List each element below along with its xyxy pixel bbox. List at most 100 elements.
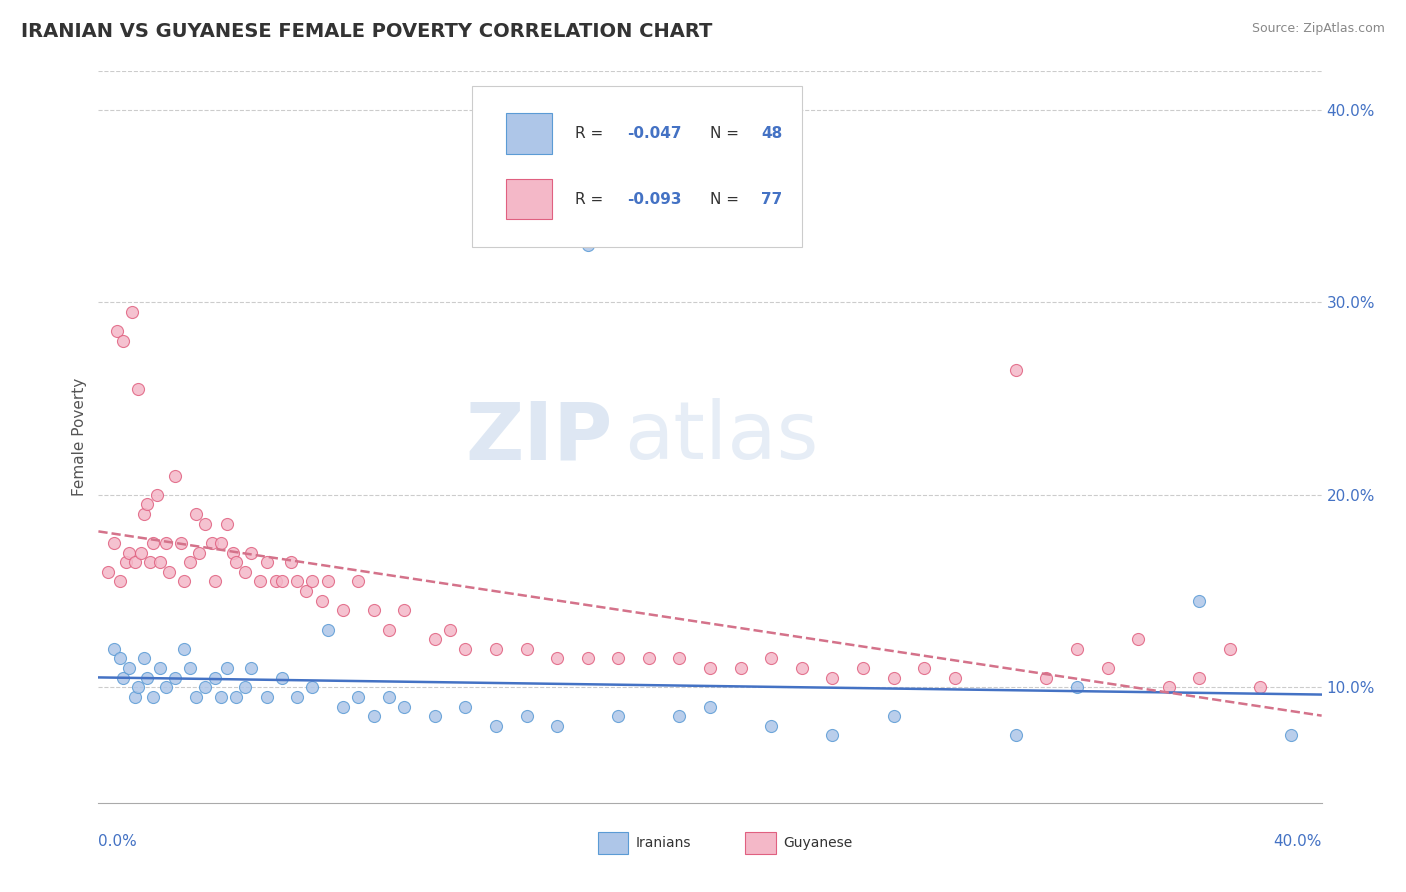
Text: 0.0%: 0.0% xyxy=(98,834,138,849)
Point xyxy=(215,661,238,675)
Point xyxy=(249,574,271,589)
Point xyxy=(149,555,172,569)
Point xyxy=(170,536,193,550)
Point xyxy=(883,671,905,685)
Text: Iranians: Iranians xyxy=(636,836,690,850)
Point xyxy=(157,565,180,579)
Point xyxy=(311,593,333,607)
Point xyxy=(1128,632,1150,647)
Point xyxy=(576,237,599,252)
Point xyxy=(1066,641,1088,656)
Text: Source: ZipAtlas.com: Source: ZipAtlas.com xyxy=(1251,22,1385,36)
Point xyxy=(155,681,177,695)
Point xyxy=(186,690,208,704)
Text: N =: N = xyxy=(710,192,744,207)
Point xyxy=(943,671,966,685)
Point xyxy=(790,661,813,675)
Point xyxy=(149,661,172,675)
FancyBboxPatch shape xyxy=(471,86,801,247)
Point xyxy=(295,584,318,599)
Point xyxy=(233,565,256,579)
Point xyxy=(118,661,141,675)
Point xyxy=(194,516,217,531)
Point xyxy=(316,574,339,589)
Text: N =: N = xyxy=(710,126,744,141)
Text: 48: 48 xyxy=(762,126,783,141)
Point xyxy=(136,671,159,685)
Point xyxy=(423,632,446,647)
Point xyxy=(301,574,323,589)
Point xyxy=(607,651,630,665)
Point xyxy=(179,661,201,675)
Text: ZIP: ZIP xyxy=(465,398,612,476)
Text: Guyanese: Guyanese xyxy=(783,836,852,850)
Text: 77: 77 xyxy=(762,192,783,207)
Point xyxy=(378,623,401,637)
Point xyxy=(209,690,232,704)
Point xyxy=(546,651,568,665)
Point xyxy=(454,641,477,656)
Point xyxy=(1004,728,1026,742)
Point xyxy=(108,574,131,589)
Point xyxy=(188,545,211,559)
Point xyxy=(285,574,308,589)
Point xyxy=(173,641,195,656)
Point xyxy=(103,536,125,550)
Point xyxy=(392,603,416,617)
Point xyxy=(1188,671,1211,685)
Point xyxy=(730,661,752,675)
Point xyxy=(215,516,238,531)
Point xyxy=(256,690,278,704)
Point xyxy=(852,661,875,675)
Point xyxy=(363,603,385,617)
Text: -0.093: -0.093 xyxy=(627,192,682,207)
Point xyxy=(179,555,201,569)
Point xyxy=(347,690,370,704)
Point xyxy=(270,574,292,589)
Point xyxy=(136,498,159,512)
Point xyxy=(1249,681,1271,695)
Point xyxy=(163,671,186,685)
Point xyxy=(392,699,416,714)
Text: R =: R = xyxy=(575,126,609,141)
Point xyxy=(155,536,177,550)
Point xyxy=(759,651,782,665)
Point xyxy=(1035,671,1057,685)
Point xyxy=(225,690,247,704)
Point xyxy=(105,324,128,338)
Point xyxy=(233,681,256,695)
Point xyxy=(1157,681,1180,695)
Point xyxy=(347,574,370,589)
Point xyxy=(139,555,162,569)
Point xyxy=(127,681,149,695)
Point xyxy=(256,555,278,569)
Point xyxy=(759,719,782,733)
Point xyxy=(332,699,354,714)
Point xyxy=(1066,681,1088,695)
Point xyxy=(129,545,152,559)
Point xyxy=(485,641,508,656)
Point xyxy=(423,709,446,723)
Text: 40.0%: 40.0% xyxy=(1274,834,1322,849)
Point xyxy=(1219,641,1241,656)
Point xyxy=(699,699,721,714)
Point xyxy=(124,690,146,704)
Point xyxy=(576,651,599,665)
FancyBboxPatch shape xyxy=(506,179,553,219)
Point xyxy=(332,603,354,617)
Point xyxy=(1004,362,1026,376)
Point xyxy=(516,709,538,723)
Point xyxy=(134,651,156,665)
Point xyxy=(204,574,226,589)
Point xyxy=(485,719,508,733)
Point xyxy=(285,690,308,704)
Point xyxy=(142,690,165,704)
Point xyxy=(912,661,935,675)
Y-axis label: Female Poverty: Female Poverty xyxy=(72,378,87,496)
Point xyxy=(103,641,125,656)
Point xyxy=(225,555,247,569)
Point xyxy=(145,488,167,502)
Point xyxy=(316,623,339,637)
Point xyxy=(121,305,143,319)
Point xyxy=(821,728,844,742)
